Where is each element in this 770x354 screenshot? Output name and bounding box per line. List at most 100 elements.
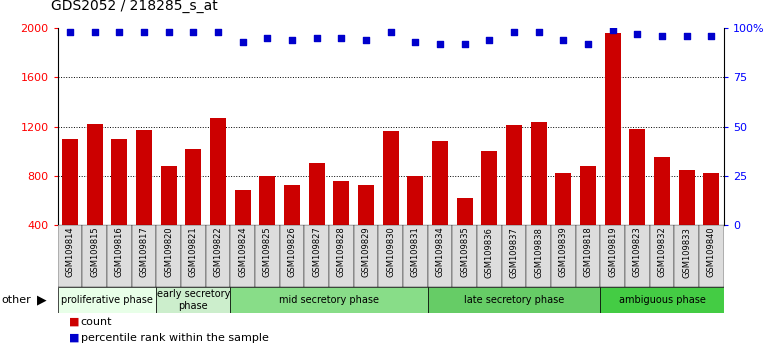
Bar bbox=[679, 170, 695, 274]
Point bbox=[310, 35, 323, 41]
Text: GSM109820: GSM109820 bbox=[164, 227, 173, 277]
Bar bbox=[580, 166, 596, 274]
Text: GSM109817: GSM109817 bbox=[139, 227, 149, 278]
Point bbox=[434, 41, 447, 47]
Text: count: count bbox=[81, 317, 112, 327]
FancyBboxPatch shape bbox=[304, 225, 329, 287]
Point bbox=[89, 29, 101, 35]
Text: GSM109823: GSM109823 bbox=[633, 227, 642, 278]
Bar bbox=[186, 149, 202, 274]
Text: late secretory phase: late secretory phase bbox=[464, 295, 564, 305]
Text: GSM109819: GSM109819 bbox=[608, 227, 618, 277]
FancyBboxPatch shape bbox=[527, 225, 551, 287]
FancyBboxPatch shape bbox=[206, 225, 230, 287]
Text: other: other bbox=[2, 295, 32, 305]
Bar bbox=[284, 185, 300, 274]
Text: ■: ■ bbox=[69, 317, 80, 327]
Bar bbox=[506, 125, 522, 274]
Text: GDS2052 / 218285_s_at: GDS2052 / 218285_s_at bbox=[51, 0, 218, 13]
Point bbox=[533, 29, 545, 35]
FancyBboxPatch shape bbox=[58, 287, 156, 313]
Text: GSM109834: GSM109834 bbox=[436, 227, 444, 278]
Point bbox=[557, 37, 570, 43]
Point bbox=[64, 29, 76, 35]
Text: proliferative phase: proliferative phase bbox=[61, 295, 153, 305]
Text: GSM109828: GSM109828 bbox=[337, 227, 346, 278]
Point bbox=[705, 33, 718, 39]
FancyBboxPatch shape bbox=[403, 225, 428, 287]
Point bbox=[236, 39, 249, 45]
Point bbox=[261, 35, 273, 41]
Text: GSM109827: GSM109827 bbox=[313, 227, 321, 278]
Text: GSM109832: GSM109832 bbox=[658, 227, 667, 278]
Text: GSM109822: GSM109822 bbox=[213, 227, 223, 277]
Bar bbox=[333, 181, 350, 274]
Text: ambiguous phase: ambiguous phase bbox=[618, 295, 705, 305]
Point bbox=[582, 41, 594, 47]
Text: GSM109824: GSM109824 bbox=[238, 227, 247, 277]
Point bbox=[410, 39, 422, 45]
Text: GSM109818: GSM109818 bbox=[584, 227, 593, 278]
FancyBboxPatch shape bbox=[329, 225, 353, 287]
Bar bbox=[235, 190, 251, 274]
Bar bbox=[629, 129, 645, 274]
Bar bbox=[259, 176, 276, 274]
FancyBboxPatch shape bbox=[601, 225, 625, 287]
Point bbox=[212, 29, 224, 35]
Bar bbox=[62, 139, 78, 274]
FancyBboxPatch shape bbox=[576, 225, 601, 287]
FancyBboxPatch shape bbox=[156, 287, 230, 313]
Text: GSM109815: GSM109815 bbox=[90, 227, 99, 277]
Bar bbox=[481, 151, 497, 274]
Text: GSM109835: GSM109835 bbox=[460, 227, 469, 278]
Bar bbox=[87, 124, 102, 274]
Bar bbox=[432, 141, 448, 274]
Bar bbox=[309, 164, 325, 274]
Text: ■: ■ bbox=[69, 333, 80, 343]
FancyBboxPatch shape bbox=[230, 287, 428, 313]
Point bbox=[187, 29, 199, 35]
FancyBboxPatch shape bbox=[378, 225, 403, 287]
Point bbox=[335, 35, 347, 41]
FancyBboxPatch shape bbox=[82, 225, 107, 287]
Bar bbox=[210, 118, 226, 274]
Bar bbox=[136, 130, 152, 274]
FancyBboxPatch shape bbox=[551, 225, 576, 287]
Bar bbox=[654, 157, 670, 274]
FancyBboxPatch shape bbox=[453, 225, 477, 287]
FancyBboxPatch shape bbox=[255, 225, 280, 287]
Text: GSM109837: GSM109837 bbox=[510, 227, 519, 278]
Text: GSM109814: GSM109814 bbox=[65, 227, 75, 277]
Bar bbox=[457, 198, 473, 274]
Point bbox=[162, 29, 175, 35]
Point bbox=[631, 32, 644, 37]
Bar bbox=[358, 185, 374, 274]
FancyBboxPatch shape bbox=[353, 225, 378, 287]
Bar bbox=[604, 33, 621, 274]
Bar bbox=[531, 122, 547, 274]
Point bbox=[113, 29, 126, 35]
FancyBboxPatch shape bbox=[428, 287, 601, 313]
Text: percentile rank within the sample: percentile rank within the sample bbox=[81, 333, 269, 343]
FancyBboxPatch shape bbox=[280, 225, 304, 287]
Text: early secretory
phase: early secretory phase bbox=[157, 289, 230, 311]
FancyBboxPatch shape bbox=[428, 225, 453, 287]
Text: GSM109825: GSM109825 bbox=[263, 227, 272, 277]
FancyBboxPatch shape bbox=[156, 225, 181, 287]
Bar bbox=[704, 173, 719, 274]
FancyBboxPatch shape bbox=[601, 287, 724, 313]
Point bbox=[360, 37, 372, 43]
FancyBboxPatch shape bbox=[650, 225, 675, 287]
Bar bbox=[555, 173, 571, 274]
Bar bbox=[407, 176, 424, 274]
Bar bbox=[112, 139, 128, 274]
FancyBboxPatch shape bbox=[625, 225, 650, 287]
Point bbox=[459, 41, 471, 47]
FancyBboxPatch shape bbox=[132, 225, 156, 287]
FancyBboxPatch shape bbox=[675, 225, 699, 287]
Text: GSM109836: GSM109836 bbox=[485, 227, 494, 278]
Bar bbox=[161, 166, 177, 274]
Bar bbox=[383, 131, 399, 274]
Point bbox=[656, 33, 668, 39]
FancyBboxPatch shape bbox=[230, 225, 255, 287]
